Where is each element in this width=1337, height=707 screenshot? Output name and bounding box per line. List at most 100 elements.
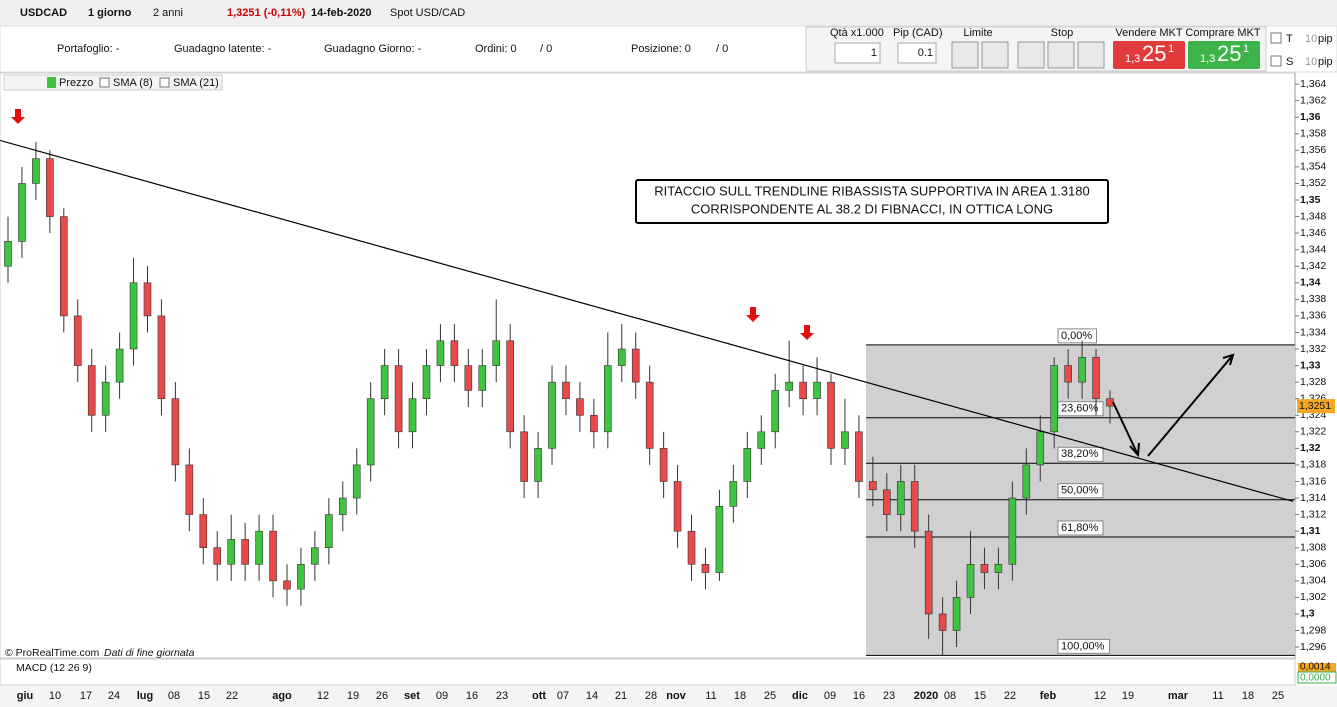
- x-tick-label: 16: [466, 690, 478, 702]
- fib-label: 23,60%: [1061, 403, 1099, 415]
- candle-body: [227, 539, 235, 565]
- x-tick-label: 11: [705, 690, 716, 702]
- legend-sma8: SMA (8): [113, 77, 153, 89]
- candle-body: [896, 481, 905, 515]
- candle-body: [604, 365, 612, 433]
- portfolio: Portafoglio: -: [57, 43, 120, 55]
- candle-body: [645, 381, 654, 449]
- y-tick-label: 1,318: [1300, 459, 1326, 471]
- candle-body: [283, 580, 291, 590]
- macd-tick-box: [1297, 671, 1337, 684]
- y-tick-label: 1,36: [1300, 111, 1321, 123]
- x-tick-label: 17: [80, 690, 92, 702]
- footer-copyright: © ProRealTime.com: [5, 647, 100, 659]
- sell-big: 1,3: [1125, 53, 1140, 65]
- y-tick-label: 1,296: [1300, 641, 1326, 653]
- t: T: [1286, 33, 1293, 45]
- range[interactable]: 2 anni: [153, 7, 183, 19]
- stop-buy[interactable]: [1017, 41, 1045, 69]
- candle-body: [338, 497, 347, 515]
- symbol[interactable]: USDCAD: [20, 7, 67, 19]
- y-tick-label: 1,306: [1300, 558, 1326, 570]
- fib-label: 50,00%: [1061, 485, 1099, 497]
- annotation-line: RITACCIO SULL TRENDLINE RIBASSISTA SUPPO…: [654, 183, 1089, 198]
- candle-body: [171, 398, 180, 466]
- candle-body: [255, 530, 263, 565]
- fib-label: 38,20%: [1061, 448, 1099, 460]
- y-tick-label: 1,346: [1300, 227, 1326, 239]
- candle-body: [297, 563, 305, 590]
- y-tick-label: 1,342: [1300, 260, 1326, 272]
- candle-body: [938, 613, 947, 631]
- candle-body: [1036, 431, 1045, 466]
- x-tick-label: 28: [645, 690, 657, 702]
- legend-sma21-box[interactable]: [159, 77, 170, 88]
- candle-body: [199, 514, 208, 549]
- candle-body: [1050, 365, 1059, 433]
- candle-body: [827, 381, 835, 449]
- candle-body: [394, 365, 403, 433]
- candle-body: [73, 315, 82, 366]
- x-tick-label: 19: [1122, 690, 1134, 702]
- orders: Ordini: 0: [475, 43, 517, 55]
- limit-sell[interactable]: [981, 41, 1009, 69]
- sell-frac: 1: [1168, 43, 1174, 55]
- x-tick-label: 14: [586, 690, 598, 702]
- x-tick-label: feb: [1040, 690, 1057, 702]
- candle-body: [1008, 497, 1017, 565]
- candle-body: [910, 481, 919, 532]
- position: Posizione: 0: [631, 43, 691, 55]
- y-tick-label: 1,356: [1300, 144, 1326, 156]
- x-tick-label: 12: [317, 690, 329, 702]
- last-price-box: [1297, 399, 1335, 414]
- date: 14-feb-2020: [311, 7, 372, 19]
- legend-price: Prezzo: [59, 77, 93, 89]
- candle-body: [715, 506, 724, 573]
- x-tick-label: 22: [226, 690, 238, 702]
- y-tick-label: 1,3: [1300, 608, 1315, 620]
- sell-button[interactable]: [1113, 41, 1185, 69]
- qty-input[interactable]: [834, 42, 881, 64]
- fib-label-box: [1057, 446, 1104, 462]
- y-tick-label: 1,322: [1300, 426, 1326, 438]
- s-check[interactable]: [1270, 55, 1282, 67]
- x-tick-label: nov: [666, 690, 686, 702]
- x-tick-label: 11: [1212, 690, 1223, 702]
- x-tick-label: 08: [944, 690, 956, 702]
- t-check[interactable]: [1270, 32, 1282, 44]
- candle-body: [464, 365, 473, 391]
- macd-label: MACD (12 26 9): [16, 662, 92, 674]
- stop-sell[interactable]: [1047, 41, 1075, 69]
- pip-input[interactable]: [897, 42, 937, 64]
- y-tick-label: 1,312: [1300, 508, 1326, 520]
- candle-body: [18, 183, 26, 242]
- candle-body: [785, 381, 793, 391]
- t-unit: pip: [1318, 33, 1333, 45]
- candle-body: [520, 431, 528, 482]
- candle-body: [729, 481, 738, 507]
- buy-button[interactable]: [1188, 41, 1260, 69]
- projection-arrow: [1112, 353, 1235, 458]
- stop-other[interactable]: [1077, 41, 1105, 69]
- x-axis-bar: [0, 686, 1337, 707]
- signal-arrow: [800, 325, 814, 340]
- x-tick-label: 18: [734, 690, 746, 702]
- candle-body: [687, 530, 696, 565]
- annotation-line: CORRISPONDENTE AL 38.2 DI FIBNACCI, IN O…: [691, 201, 1053, 216]
- x-tick-label: 12: [1094, 690, 1106, 702]
- limit-buy[interactable]: [951, 41, 979, 69]
- candle-body: [436, 340, 445, 366]
- y-tick-label: 1,314: [1300, 492, 1326, 504]
- period[interactable]: 1 giorno: [88, 7, 132, 19]
- x-tick-label: 16: [853, 690, 865, 702]
- y-tick-label: 1,34: [1300, 277, 1321, 289]
- x-tick-label: 18: [1242, 690, 1254, 702]
- legend-price-swatch: [47, 77, 56, 88]
- y-tick-label: 1,362: [1300, 94, 1326, 106]
- buy-label: Comprare MKT: [1185, 27, 1260, 39]
- signal-arrow: [11, 109, 25, 124]
- fib-label: 100,00%: [1061, 640, 1105, 652]
- y-tick-label: 1,332: [1300, 343, 1326, 355]
- legend-sma8-box[interactable]: [99, 77, 110, 88]
- candle-body: [1092, 357, 1100, 400]
